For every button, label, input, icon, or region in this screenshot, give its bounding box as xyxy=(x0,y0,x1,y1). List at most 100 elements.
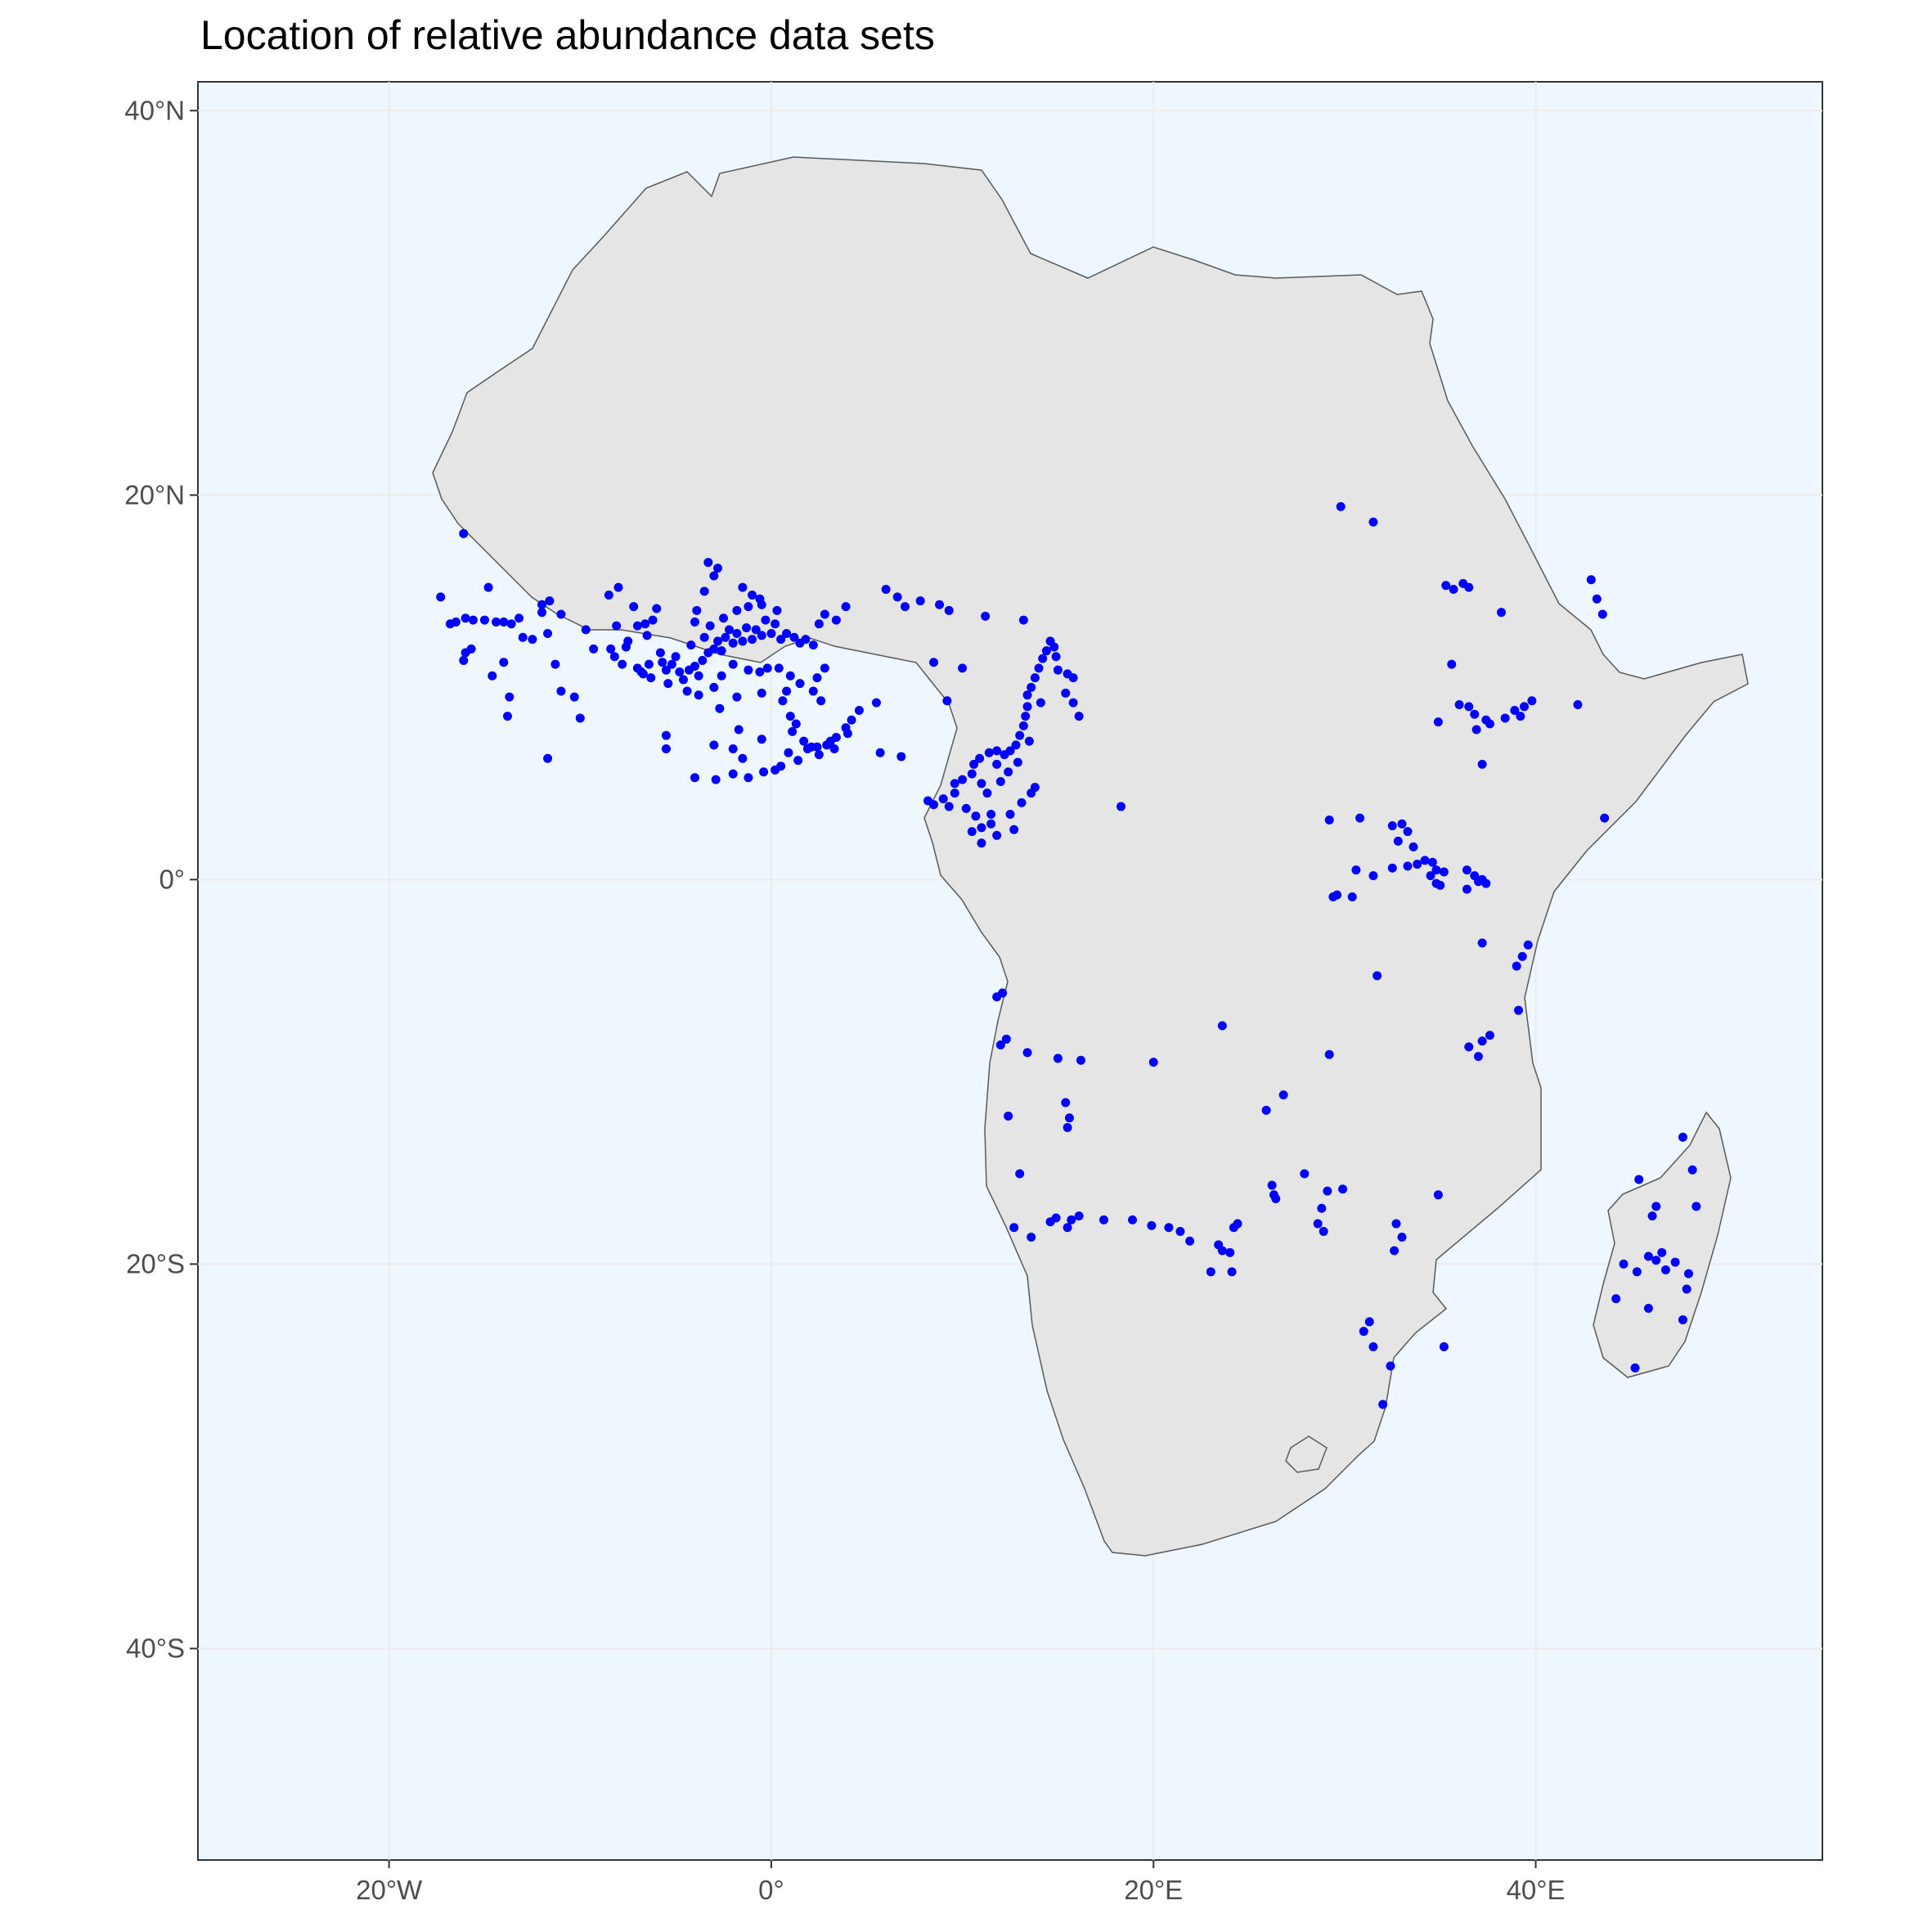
data-point xyxy=(694,671,703,681)
data-point xyxy=(717,671,726,681)
data-point xyxy=(709,571,719,581)
data-point xyxy=(789,632,799,642)
data-point xyxy=(1634,1175,1644,1184)
data-point xyxy=(728,769,738,779)
data-point xyxy=(929,658,939,667)
data-point xyxy=(1619,1259,1629,1269)
data-point xyxy=(938,794,948,804)
data-point xyxy=(774,663,784,673)
data-point xyxy=(1592,594,1602,604)
data-point xyxy=(1393,836,1403,846)
data-point xyxy=(742,622,752,632)
data-point xyxy=(1600,813,1610,823)
data-point xyxy=(788,726,798,736)
data-point xyxy=(744,773,753,783)
data-point xyxy=(728,638,738,648)
data-point xyxy=(1426,871,1436,881)
data-point xyxy=(1433,1190,1443,1200)
data-point xyxy=(1005,809,1015,819)
data-point xyxy=(1001,1034,1011,1044)
data-point xyxy=(1128,1215,1138,1224)
data-point xyxy=(1678,1132,1687,1142)
data-point xyxy=(1067,1215,1076,1224)
data-point xyxy=(950,779,959,789)
data-point xyxy=(785,671,795,681)
data-point xyxy=(699,586,709,596)
data-point xyxy=(814,750,824,760)
data-point xyxy=(847,715,856,725)
data-point xyxy=(977,823,986,833)
data-point xyxy=(1573,699,1583,709)
data-point xyxy=(690,661,699,671)
data-point xyxy=(1517,951,1527,961)
data-point xyxy=(761,615,771,625)
data-point xyxy=(732,629,742,639)
data-point xyxy=(1061,688,1071,698)
data-point xyxy=(950,789,959,798)
data-point xyxy=(518,632,528,642)
data-point xyxy=(632,621,642,631)
data-point xyxy=(1364,1317,1374,1327)
data-point xyxy=(1660,1265,1670,1274)
data-point xyxy=(661,665,671,675)
data-point xyxy=(1324,1049,1334,1059)
data-point xyxy=(503,712,513,721)
data-point xyxy=(648,615,658,625)
data-point xyxy=(682,686,692,696)
data-point xyxy=(1692,1202,1701,1211)
data-point xyxy=(1009,824,1019,834)
data-point xyxy=(1516,712,1525,721)
data-point xyxy=(748,635,757,645)
data-point xyxy=(705,621,715,631)
data-point xyxy=(814,619,824,629)
data-point xyxy=(575,713,585,723)
data-point xyxy=(1647,1211,1657,1221)
data-point xyxy=(892,592,902,602)
data-point xyxy=(1229,1223,1238,1233)
data-point xyxy=(1099,1215,1108,1224)
data-point xyxy=(808,686,818,696)
data-point xyxy=(581,625,591,635)
data-point xyxy=(1643,1303,1653,1313)
data-point xyxy=(1477,759,1487,769)
data-point xyxy=(1022,702,1032,712)
data-point xyxy=(505,692,514,702)
data-point xyxy=(998,988,1008,998)
data-point xyxy=(646,673,656,683)
data-point xyxy=(1368,517,1378,527)
data-point xyxy=(1347,892,1357,902)
data-point xyxy=(900,602,910,612)
data-point xyxy=(1651,1202,1661,1211)
data-point xyxy=(1477,938,1487,948)
data-point xyxy=(1386,1361,1395,1371)
data-point xyxy=(461,613,470,623)
data-point xyxy=(738,753,748,763)
data-point xyxy=(757,735,766,744)
data-point xyxy=(1485,719,1494,729)
data-point xyxy=(791,719,801,729)
data-point xyxy=(795,679,805,689)
data-point xyxy=(975,753,985,763)
data-point xyxy=(841,602,851,612)
data-point xyxy=(487,671,497,681)
data-point xyxy=(1319,1226,1328,1236)
data-point xyxy=(1611,1294,1621,1304)
data-point xyxy=(1514,1005,1524,1015)
data-point xyxy=(778,696,788,706)
data-point xyxy=(545,596,555,606)
data-point xyxy=(506,619,516,629)
data-point xyxy=(468,615,478,625)
data-point xyxy=(1387,821,1397,831)
data-point xyxy=(744,665,753,675)
data-point xyxy=(1462,865,1471,875)
data-point xyxy=(875,748,885,757)
data-point xyxy=(961,803,971,813)
data-point xyxy=(1324,815,1334,825)
data-point xyxy=(992,830,1002,840)
data-point xyxy=(709,682,719,692)
data-point xyxy=(771,765,780,775)
data-point xyxy=(612,621,622,631)
data-point xyxy=(1164,1223,1174,1233)
data-point xyxy=(744,602,753,612)
chart-title: Location of relative abundance data sets xyxy=(200,12,935,58)
